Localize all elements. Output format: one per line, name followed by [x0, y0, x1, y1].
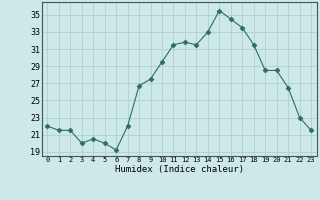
X-axis label: Humidex (Indice chaleur): Humidex (Indice chaleur)	[115, 165, 244, 174]
